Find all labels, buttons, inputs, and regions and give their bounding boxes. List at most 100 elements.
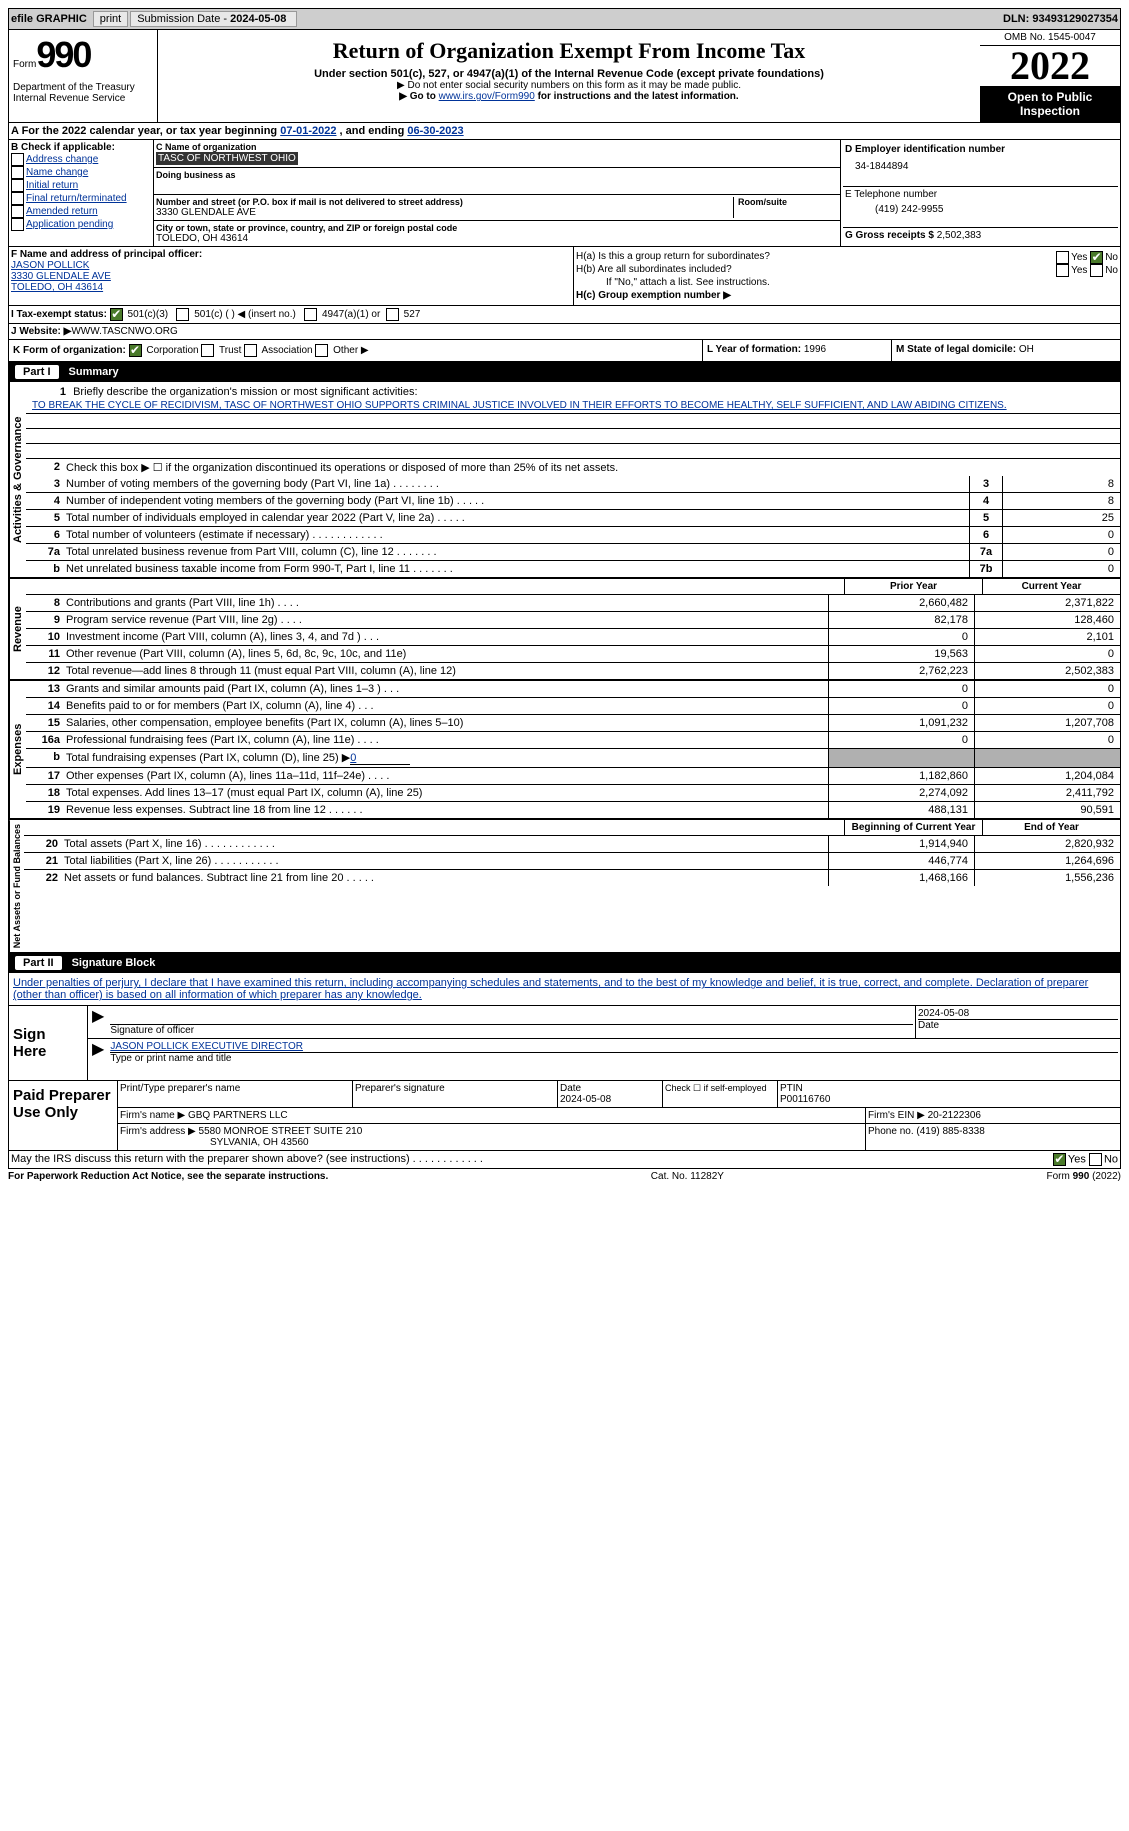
ha-question: H(a) Is this a group return for subordin… bbox=[576, 251, 770, 262]
top-toolbar: efile GRAPHIC print Submission Date - 20… bbox=[8, 8, 1121, 30]
firm-phone-label: Phone no. bbox=[868, 1126, 916, 1137]
vert-label-exp: Expenses bbox=[9, 681, 26, 818]
prep-date: 2024-05-08 bbox=[560, 1094, 611, 1105]
line11-cur: 0 bbox=[974, 646, 1120, 662]
mission-text: TO BREAK THE CYCLE OF RECIDIVISM, TASC O… bbox=[32, 400, 1114, 411]
line7a: Total unrelated business revenue from Pa… bbox=[64, 544, 969, 560]
col-current: Current Year bbox=[982, 579, 1120, 594]
chk-name[interactable]: Name change bbox=[26, 167, 88, 178]
may-yes[interactable]: ✔ bbox=[1053, 1153, 1066, 1166]
chk-501c[interactable] bbox=[176, 308, 189, 321]
form-title: Return of Organization Exempt From Incom… bbox=[162, 38, 976, 64]
chk-address[interactable]: Address change bbox=[26, 154, 98, 165]
line5: Total number of individuals employed in … bbox=[64, 510, 969, 526]
form-org-row: K Form of organization: ✔ Corporation Tr… bbox=[8, 340, 1121, 362]
section-b-label: B Check if applicable: bbox=[11, 142, 115, 153]
chk-amended[interactable]: Amended return bbox=[26, 206, 98, 217]
form-word: Form bbox=[13, 59, 36, 70]
line21: Total liabilities (Part X, line 26) . . … bbox=[62, 853, 828, 869]
col-end: End of Year bbox=[982, 820, 1120, 835]
part2-header: Part IISignature Block bbox=[8, 953, 1121, 973]
form-number: 990 bbox=[36, 34, 90, 75]
open-inspection: Open to Public Inspection bbox=[980, 86, 1120, 122]
part1-header: Part ISummary bbox=[8, 362, 1121, 382]
form-rev: Form 990 (2022) bbox=[1047, 1171, 1121, 1182]
dba-label: Doing business as bbox=[156, 170, 838, 180]
line20-end: 2,820,932 bbox=[974, 836, 1120, 852]
sig-date: 2024-05-08 bbox=[918, 1008, 1118, 1019]
line17-prior: 1,182,860 bbox=[828, 768, 974, 784]
paperwork-notice: For Paperwork Reduction Act Notice, see … bbox=[8, 1171, 328, 1182]
chk-pending[interactable]: Application pending bbox=[26, 219, 113, 230]
line12-cur: 2,502,383 bbox=[974, 663, 1120, 679]
may-no[interactable] bbox=[1089, 1153, 1102, 1166]
preparer-sig-label: Preparer's signature bbox=[353, 1081, 558, 1107]
officer-name: JASON POLLICK bbox=[11, 260, 571, 271]
line10-cur: 2,101 bbox=[974, 629, 1120, 645]
line15-cur: 1,207,708 bbox=[974, 715, 1120, 731]
addr-label: Number and street (or P.O. box if mail i… bbox=[156, 197, 733, 207]
firm-name: GBQ PARTNERS LLC bbox=[188, 1110, 288, 1121]
vert-label-net: Net Assets or Fund Balances bbox=[9, 820, 24, 952]
vert-label-rev: Revenue bbox=[9, 579, 26, 679]
line6-val: 0 bbox=[1002, 527, 1120, 543]
officer-print-name: JASON POLLICK EXECUTIVE DIRECTOR bbox=[110, 1041, 1118, 1052]
line20-begin: 1,914,940 bbox=[828, 836, 974, 852]
officer-h-block: F Name and address of principal officer:… bbox=[8, 247, 1121, 306]
sign-here-label: Sign Here bbox=[9, 1006, 88, 1080]
chk-trust[interactable] bbox=[201, 344, 214, 357]
hb-question: H(b) Are all subordinates included? bbox=[576, 264, 732, 275]
website-value: WWW.TASCNWO.ORG bbox=[71, 326, 177, 337]
self-employed-check: Check ☐ if self-employed bbox=[663, 1081, 778, 1107]
subtitle: Under section 501(c), 527, or 4947(a)(1)… bbox=[162, 68, 976, 80]
line16b-prior bbox=[828, 749, 974, 767]
line17: Other expenses (Part IX, column (A), lin… bbox=[64, 768, 828, 784]
org-name: TASC OF NORTHWEST OHIO bbox=[156, 152, 298, 165]
ptin-label: PTIN bbox=[780, 1083, 803, 1094]
tax-year: 2022 bbox=[980, 46, 1120, 86]
firm-city: SYLVANIA, OH 43560 bbox=[120, 1137, 863, 1148]
chk-501c3[interactable]: ✔ bbox=[110, 308, 123, 321]
line12: Total revenue—add lines 8 through 11 (mu… bbox=[64, 663, 828, 679]
chk-other[interactable] bbox=[315, 344, 328, 357]
year-formation: 1996 bbox=[804, 344, 826, 355]
city-label: City or town, state or province, country… bbox=[156, 223, 838, 233]
firm-addr-label: Firm's address ▶ bbox=[120, 1126, 199, 1137]
line8-cur: 2,371,822 bbox=[974, 595, 1120, 611]
line9: Program service revenue (Part VIII, line… bbox=[64, 612, 828, 628]
efile-label: efile GRAPHIC bbox=[11, 13, 87, 25]
gross-label: G Gross receipts $ bbox=[845, 230, 937, 241]
chk-final[interactable]: Final return/terminated bbox=[26, 193, 127, 204]
chk-527[interactable] bbox=[386, 308, 399, 321]
calendar-year-row: A For the 2022 calendar year, or tax yea… bbox=[8, 123, 1121, 140]
line13: Grants and similar amounts paid (Part IX… bbox=[64, 681, 828, 697]
chk-4947[interactable] bbox=[304, 308, 317, 321]
line14-prior: 0 bbox=[828, 698, 974, 714]
submission-date: Submission Date - 2024-05-08 bbox=[130, 11, 297, 27]
line22: Net assets or fund balances. Subtract li… bbox=[62, 870, 828, 886]
paid-label: Paid Preparer Use Only bbox=[9, 1081, 118, 1150]
tax-status-row: I Tax-exempt status: ✔ 501(c)(3) 501(c) … bbox=[8, 306, 1121, 324]
print-button[interactable]: print bbox=[93, 11, 128, 27]
chk-initial[interactable]: Initial return bbox=[26, 180, 78, 191]
print-name-label: Type or print name and title bbox=[110, 1052, 1118, 1064]
chk-assoc[interactable] bbox=[244, 344, 257, 357]
chk-corp[interactable]: ✔ bbox=[129, 344, 142, 357]
room-label: Room/suite bbox=[738, 197, 838, 207]
line19-prior: 488,131 bbox=[828, 802, 974, 818]
line15: Salaries, other compensation, employee b… bbox=[64, 715, 828, 731]
line21-end: 1,264,696 bbox=[974, 853, 1120, 869]
officer-addr: 3330 GLENDALE AVE bbox=[11, 271, 571, 282]
line17-cur: 1,204,084 bbox=[974, 768, 1120, 784]
line7b: Net unrelated business taxable income fr… bbox=[64, 561, 969, 577]
line2: Check this box ▶ ☐ if the organization d… bbox=[64, 459, 1120, 476]
line20: Total assets (Part X, line 16) . . . . .… bbox=[62, 836, 828, 852]
line16a-prior: 0 bbox=[828, 732, 974, 748]
firm-name-label: Firm's name ▶ bbox=[120, 1110, 188, 1121]
prep-date-label: Date bbox=[560, 1083, 581, 1094]
line21-begin: 446,774 bbox=[828, 853, 974, 869]
line18-prior: 2,274,092 bbox=[828, 785, 974, 801]
gross-value: 2,502,383 bbox=[937, 230, 982, 241]
org-name-label: C Name of organization bbox=[156, 142, 838, 152]
irs-link[interactable]: www.irs.gov/Form990 bbox=[439, 91, 535, 102]
